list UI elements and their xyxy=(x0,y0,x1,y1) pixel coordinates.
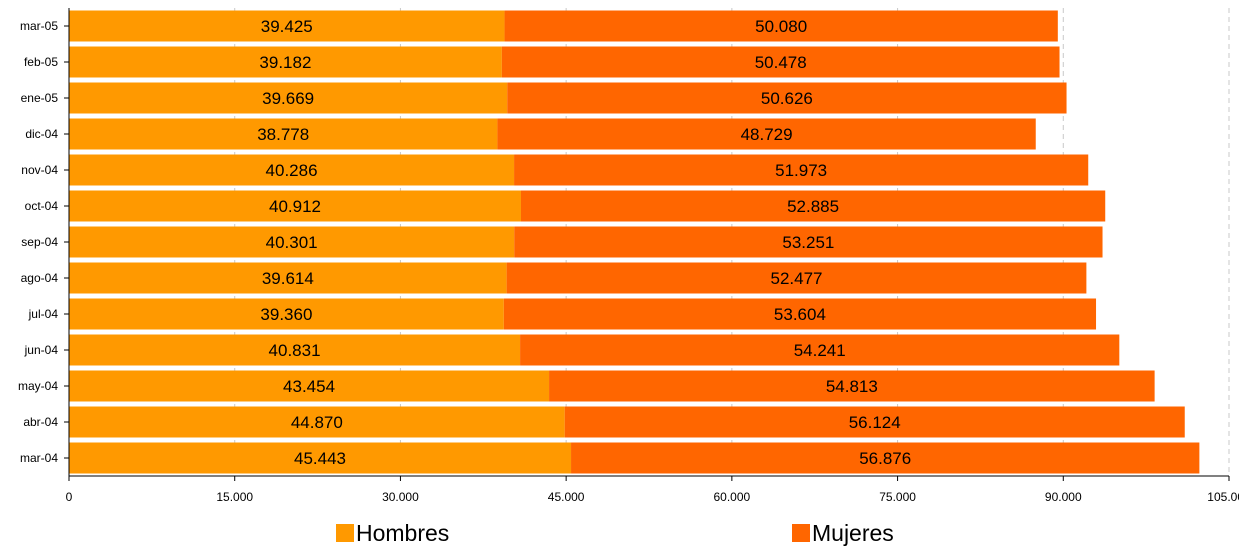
legend-swatch-mujeres xyxy=(792,524,810,542)
data-label: 54.241 xyxy=(794,341,846,360)
bar-segment-hombres xyxy=(69,82,508,114)
x-tick-label: 30.000 xyxy=(382,490,419,504)
data-label: 45.443 xyxy=(294,449,346,468)
category-label: may-04 xyxy=(18,379,58,393)
category-label: jul-04 xyxy=(28,307,59,321)
bar-segment-hombres xyxy=(69,406,565,438)
data-label: 48.729 xyxy=(741,125,793,144)
x-tick-label: 60.000 xyxy=(714,490,751,504)
data-label: 39.425 xyxy=(261,17,313,36)
data-label: 54.813 xyxy=(826,377,878,396)
data-label: 53.251 xyxy=(782,233,834,252)
data-label: 40.301 xyxy=(266,233,318,252)
bar-segment-mujeres xyxy=(497,118,1036,150)
bar-segment-hombres xyxy=(69,118,498,150)
bar-segment-mujeres xyxy=(514,154,1089,186)
bar-segment-mujeres xyxy=(549,370,1155,402)
bar-segment-mujeres xyxy=(520,190,1106,222)
category-label: feb-05 xyxy=(24,55,58,69)
bar-segment-hombres xyxy=(69,298,504,330)
legend-swatch-hombres xyxy=(336,524,354,542)
x-tick-label: 45.000 xyxy=(548,490,585,504)
category-label: oct-04 xyxy=(25,199,59,213)
x-tick-label: 90.000 xyxy=(1045,490,1082,504)
data-label: 56.124 xyxy=(849,413,901,432)
data-label: 44.870 xyxy=(291,413,343,432)
category-label: ene-05 xyxy=(21,91,59,105)
x-tick-label: 0 xyxy=(66,490,73,504)
data-label: 52.477 xyxy=(771,269,823,288)
data-label: 51.973 xyxy=(775,161,827,180)
bar-segment-hombres xyxy=(69,334,521,366)
bar-segment-hombres xyxy=(69,370,550,402)
bar-segment-hombres xyxy=(69,442,572,474)
data-label: 50.478 xyxy=(755,53,807,72)
bar-segment-hombres xyxy=(69,154,515,186)
data-label: 53.604 xyxy=(774,305,826,324)
category-label: dic-04 xyxy=(25,127,58,141)
bar-segment-hombres xyxy=(69,262,507,294)
data-label: 39.669 xyxy=(262,89,314,108)
category-label: nov-04 xyxy=(21,163,58,177)
x-tick-label: 105.000 xyxy=(1207,490,1239,504)
bar-segment-mujeres xyxy=(571,442,1200,474)
x-tick-label: 75.000 xyxy=(879,490,916,504)
data-label: 39.614 xyxy=(262,269,314,288)
data-label: 38.778 xyxy=(257,125,309,144)
bar-segment-hombres xyxy=(69,226,515,258)
data-label: 56.876 xyxy=(859,449,911,468)
bar-segment-mujeres xyxy=(564,406,1185,438)
category-label: mar-05 xyxy=(20,19,58,33)
legend: Hombres Mujeres xyxy=(336,520,894,546)
bar-segment-mujeres xyxy=(514,226,1103,258)
data-label: 40.831 xyxy=(269,341,321,360)
category-label: ago-04 xyxy=(21,271,59,285)
data-label: 40.912 xyxy=(269,197,321,216)
data-label: 50.080 xyxy=(755,17,807,36)
data-label: 39.360 xyxy=(260,305,312,324)
data-label: 39.182 xyxy=(259,53,311,72)
category-label: jun-04 xyxy=(24,343,59,357)
legend-label-mujeres: Mujeres xyxy=(812,520,894,546)
bar-segment-mujeres xyxy=(504,10,1058,42)
axes: mar-05 feb-05 ene-05 dic-04 nov-04 oct-04 sep-… xyxy=(18,8,1239,504)
data-label: 43.454 xyxy=(283,377,335,396)
bars: 39.425 50.080 39.182 50.478 39.669 50.626 38.7… xyxy=(69,10,1200,474)
bar-segment-hombres xyxy=(69,46,502,78)
x-tick-label: 15.000 xyxy=(216,490,253,504)
category-label: mar-04 xyxy=(20,451,58,465)
category-label: abr-04 xyxy=(23,415,58,429)
bar-segment-mujeres xyxy=(507,82,1067,114)
bar-segment-mujeres xyxy=(506,262,1087,294)
bar-segment-mujeres xyxy=(501,46,1060,78)
legend-label-hombres: Hombres xyxy=(356,520,449,546)
data-label: 50.626 xyxy=(761,89,813,108)
bar-segment-mujeres xyxy=(520,334,1120,366)
data-label: 40.286 xyxy=(266,161,318,180)
bar-segment-mujeres xyxy=(503,298,1097,330)
category-label: sep-04 xyxy=(21,235,58,249)
bar-segment-hombres xyxy=(69,190,521,222)
bar-segment-hombres xyxy=(69,10,505,42)
data-label: 52.885 xyxy=(787,197,839,216)
